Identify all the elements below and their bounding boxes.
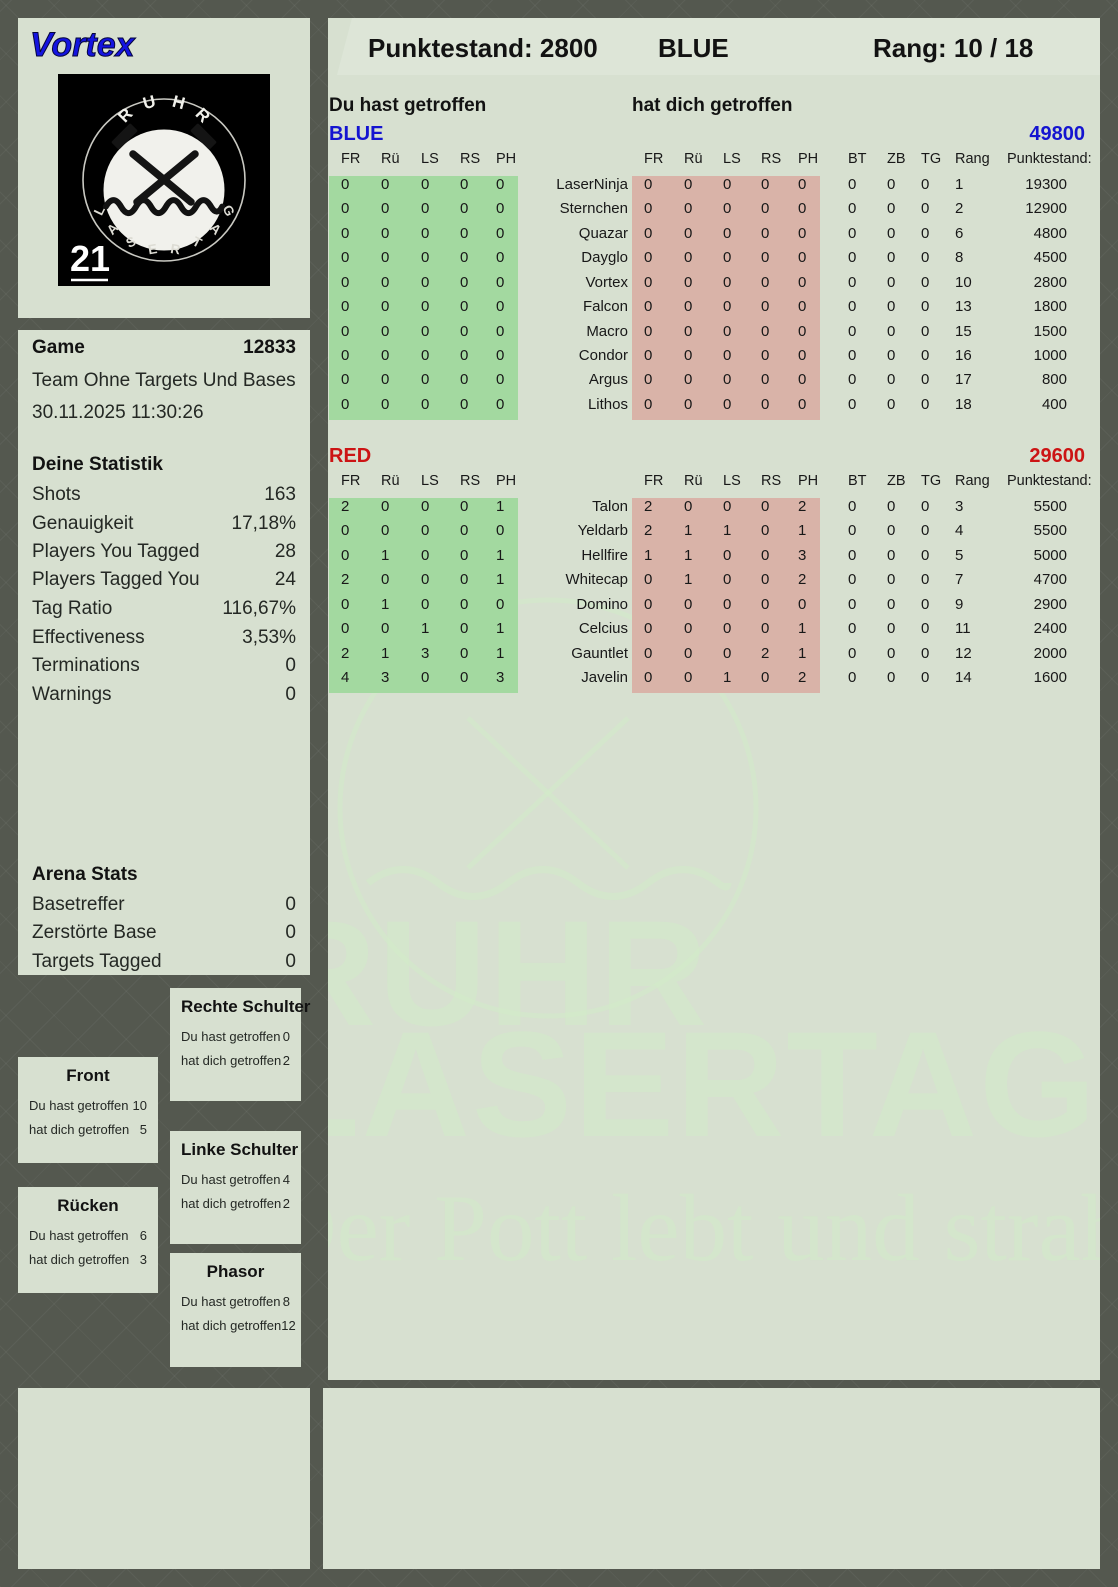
svg-text:21: 21	[70, 238, 110, 279]
